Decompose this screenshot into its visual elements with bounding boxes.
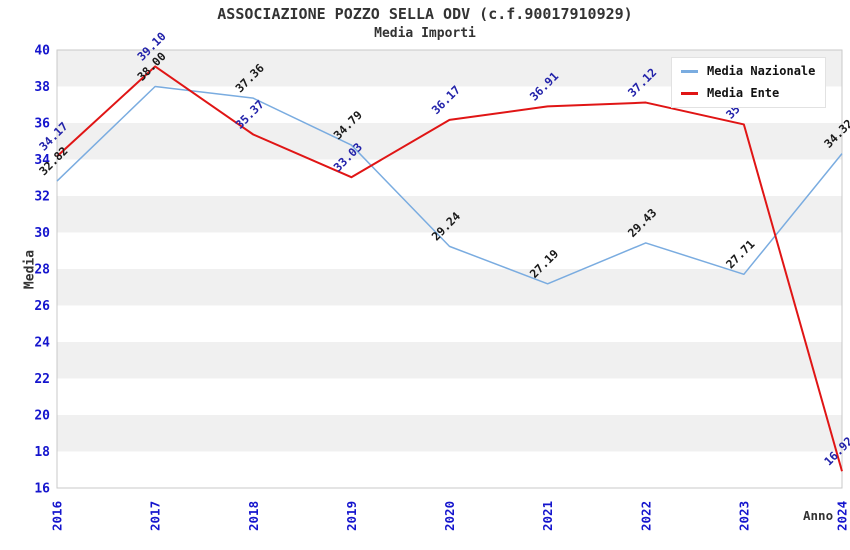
background-band: [57, 451, 842, 488]
x-tick-label: 2022: [638, 501, 653, 531]
x-tick-label: 2016: [50, 501, 65, 531]
y-tick-label: 40: [34, 44, 50, 59]
media-ente-line: [56, 65, 843, 472]
background-band: [57, 196, 842, 233]
y-tick-label: 34: [34, 153, 50, 168]
background-band: [57, 232, 842, 269]
media-nazionale-swatch-icon: [681, 69, 698, 73]
x-tick-label: 2020: [442, 501, 457, 531]
x-tick-label: 2021: [540, 501, 555, 531]
legend-entry-media-nazionale: Media Nazionale: [681, 64, 815, 78]
y-tick-label: 22: [34, 372, 50, 387]
y-tick-label: 28: [34, 263, 50, 278]
background-band: [57, 123, 842, 160]
x-tick-label: 2017: [148, 501, 163, 531]
y-tick-label: 32: [34, 190, 50, 205]
legend-entry-media-ente: Media Ente: [681, 86, 815, 100]
chart-title: ASSOCIAZIONE POZZO SELLA ODV (c.f.900179…: [217, 5, 633, 23]
x-tick-label: 2019: [344, 501, 359, 531]
y-tick-label: 38: [34, 80, 50, 95]
media-ente-swatch-icon: [681, 91, 698, 95]
background-band: [57, 305, 842, 342]
background-band: [57, 378, 842, 415]
background-band: [57, 415, 842, 452]
plot-border: [56, 49, 843, 489]
y-tick-label: 18: [34, 445, 50, 460]
y-axis-label: Media: [22, 249, 38, 290]
x-tick-label: 2024: [835, 501, 850, 531]
legend-label-media-ente: Media Ente: [707, 86, 780, 100]
background-band: [57, 269, 842, 306]
y-tick-label: 30: [34, 226, 50, 241]
x-tick-label: 2018: [246, 501, 261, 531]
chart-subtitle: Media Importi: [374, 26, 476, 41]
legend: Media Nazionale Media Ente: [671, 57, 827, 108]
background-band: [57, 159, 842, 196]
x-axis-label: Anno: [803, 508, 834, 523]
y-tick-label: 16: [34, 482, 50, 497]
y-tick-label: 20: [34, 409, 50, 424]
legend-label-media-nazionale: Media Nazionale: [707, 64, 816, 78]
y-tick-label: 36: [34, 117, 50, 132]
x-tick-label: 2023: [736, 501, 751, 531]
media-nazionale-line: [56, 85, 843, 285]
y-tick-label: 26: [34, 299, 50, 314]
y-tick-label: 24: [34, 336, 50, 351]
background-band: [57, 342, 842, 379]
